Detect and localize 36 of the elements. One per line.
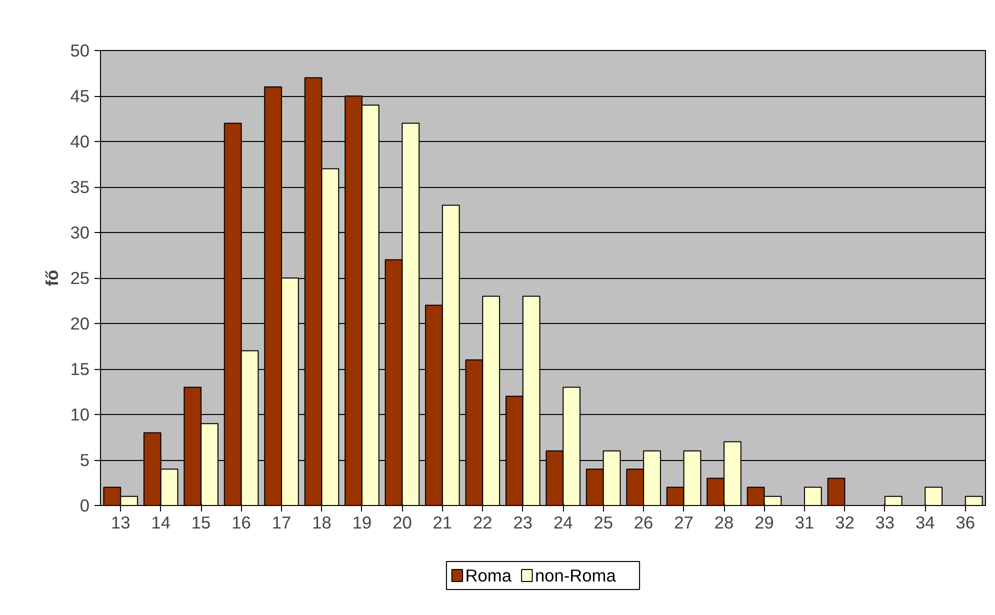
x-tick-label: 15 [191, 512, 211, 532]
x-tick-label: 13 [110, 512, 130, 532]
x-tick-label: 31 [794, 512, 814, 532]
y-tick-label: 10 [70, 404, 90, 424]
x-tick-label: 26 [634, 512, 654, 532]
x-tick-label: 29 [754, 512, 774, 532]
y-tick-label: 15 [70, 359, 90, 379]
x-tick-label: 17 [272, 512, 292, 532]
x-tick-label: 14 [151, 512, 171, 532]
y-axis-title: fő [42, 270, 62, 286]
x-tick-label: 33 [875, 512, 895, 532]
x-tick-label: 18 [312, 512, 332, 532]
y-tick-label: 35 [70, 177, 90, 197]
y-tick-label: 40 [70, 132, 90, 152]
x-tick-label: 23 [513, 512, 533, 532]
legend-label: Roma [465, 566, 512, 586]
x-tick-label: 24 [553, 512, 574, 532]
y-tick-label: 30 [70, 222, 90, 242]
x-tick-label: 34 [916, 512, 936, 532]
y-tick-label: 0 [80, 496, 90, 516]
x-tick-label: 16 [232, 512, 251, 532]
x-tick-label: 19 [352, 512, 372, 532]
legend-label: non-Roma [534, 566, 616, 586]
y-tick-label: 45 [70, 86, 90, 106]
x-tick-label: 28 [714, 512, 734, 532]
y-tick-label: 50 [70, 40, 90, 60]
x-tick-label: 25 [594, 512, 613, 532]
y-tick-label: 5 [80, 450, 90, 470]
y-tick-label: 20 [70, 314, 90, 334]
x-tick-label: 22 [473, 512, 492, 532]
x-tick-label: 21 [432, 512, 452, 532]
x-tick-label: 27 [674, 512, 694, 532]
x-tick-label: 32 [835, 512, 854, 532]
x-tick-label: 36 [956, 512, 976, 532]
y-tick-label: 25 [70, 268, 90, 288]
x-tick-label: 20 [392, 512, 412, 532]
